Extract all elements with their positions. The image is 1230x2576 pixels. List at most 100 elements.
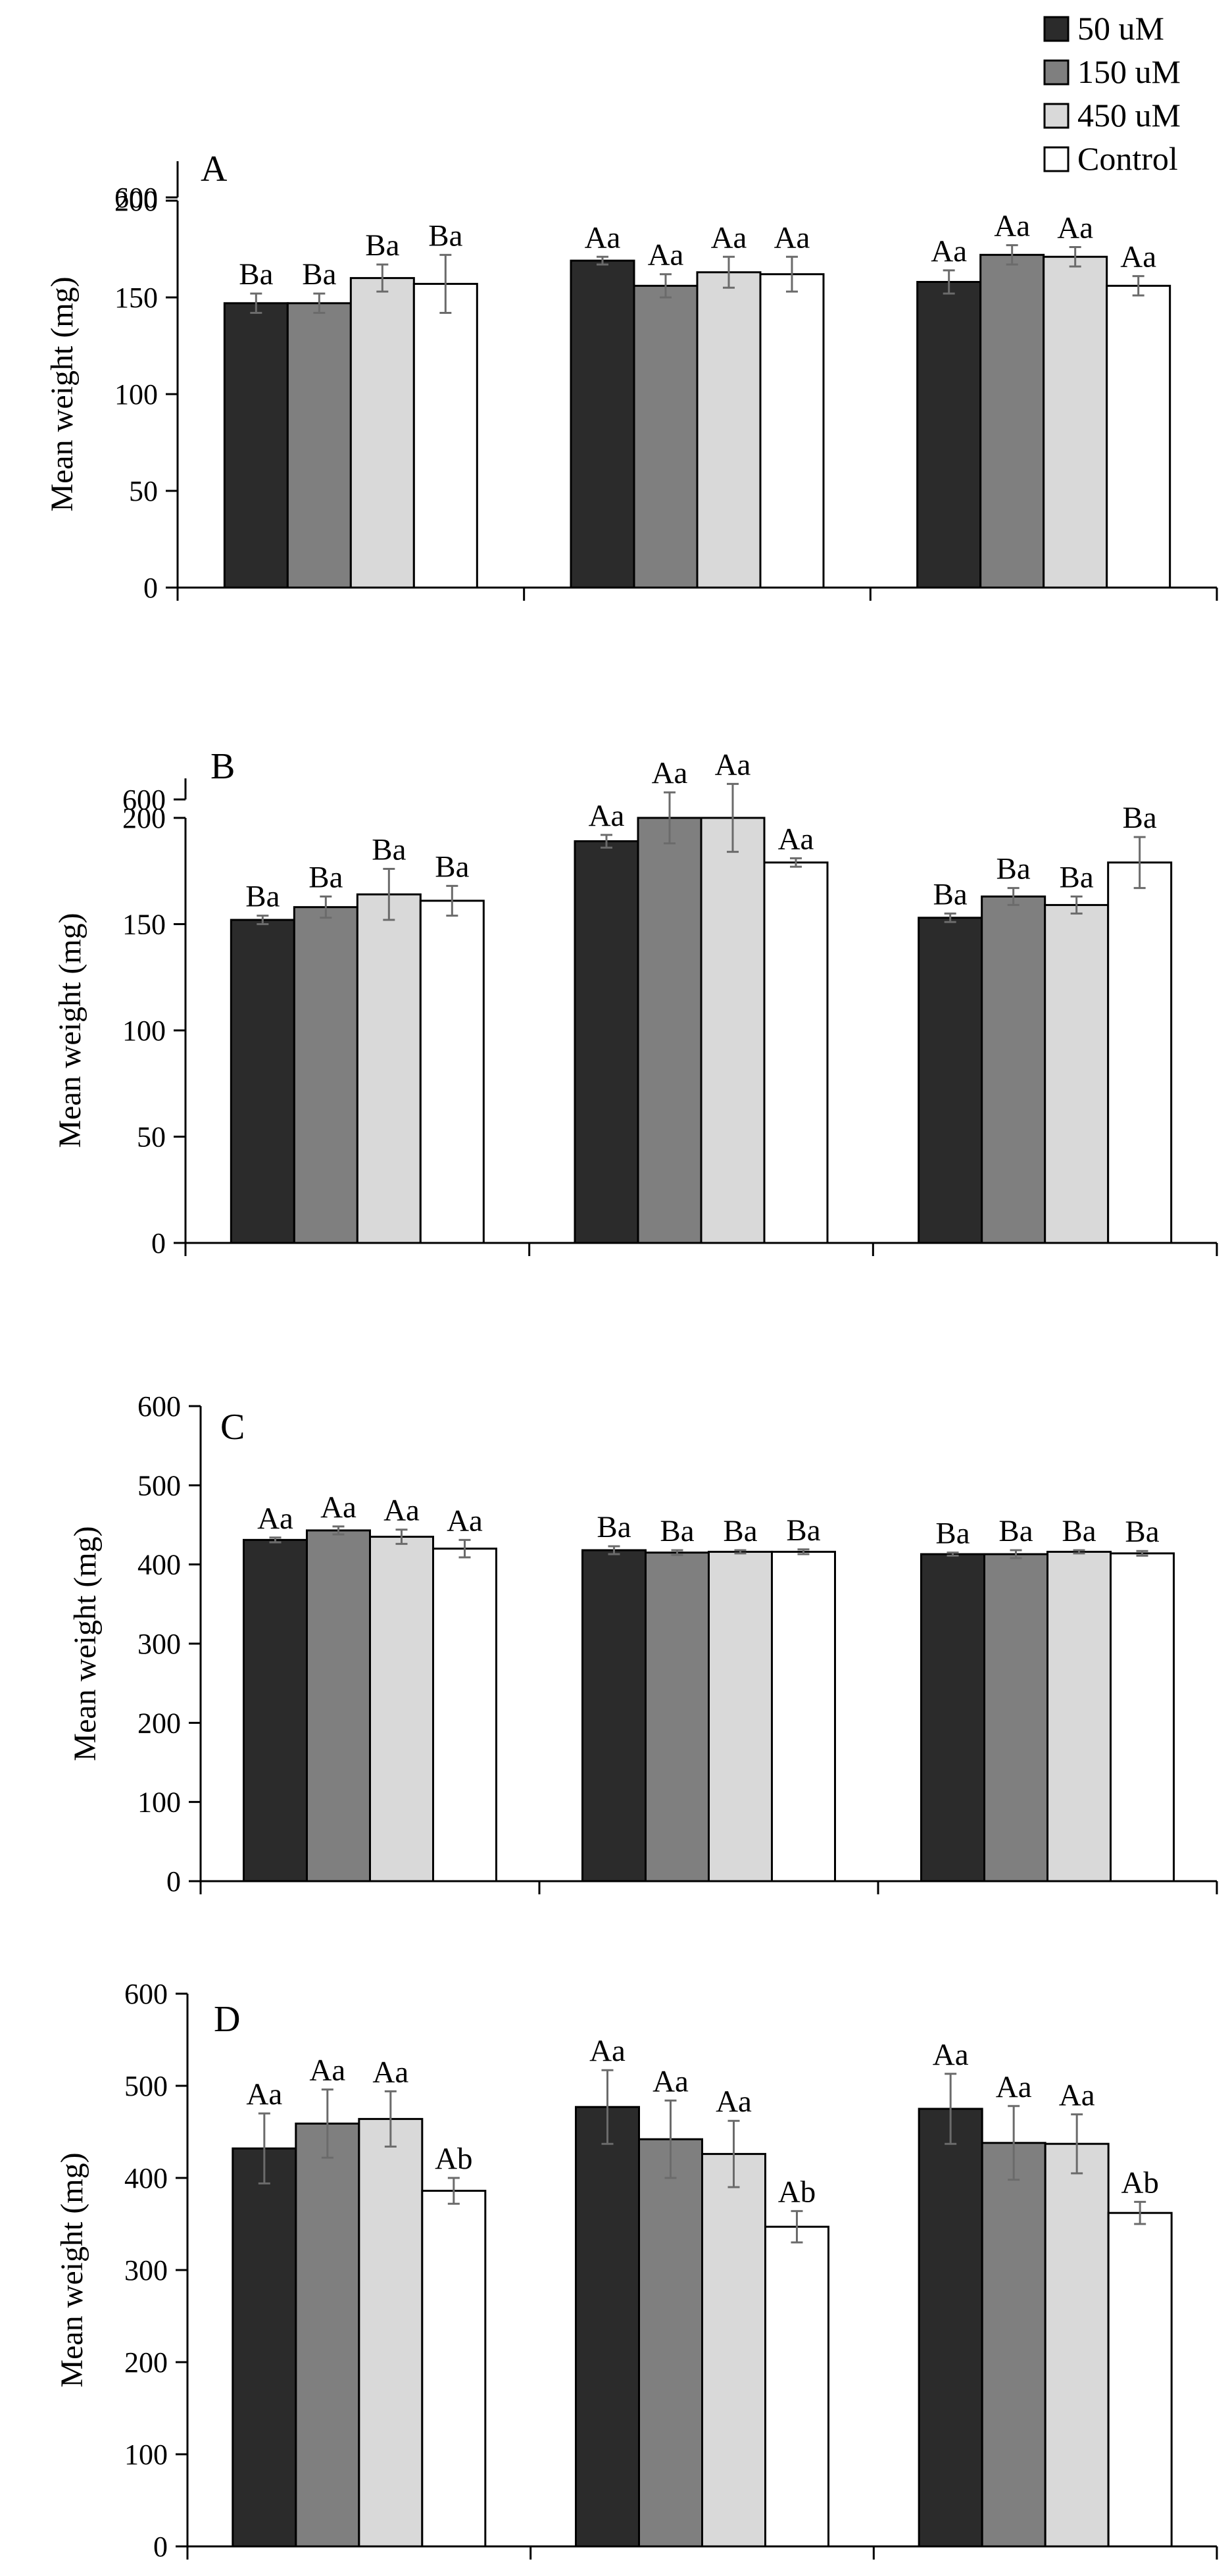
legend-item: Control [1043,140,1178,177]
bar-control-oa-09 [1107,861,1173,1244]
y-tick-label: 400 [137,1549,181,1581]
bar-450-um-oa-02 [358,2117,424,2548]
bar-450-um-oa-05 [708,1550,773,1882]
y-axis-label: Mean weight (mg) [45,276,80,511]
bar-control-oa-02 [432,1548,497,1882]
x-tick-label: OA-05 [656,2568,748,2576]
significance-label: Aa [1120,240,1156,274]
bar-50-um-oa-09 [916,280,982,589]
significance-label: Aa [589,2034,626,2068]
y-tick-label: 50 [137,1121,166,1153]
significance-label: Aa [711,220,747,255]
significance-label: Ba [786,1513,820,1548]
significance-label: Aa [652,2064,689,2098]
bar-150-um-oa-05 [645,1552,710,1882]
significance-label: Ba [1062,1514,1096,1548]
y-tick-label: 300 [124,2254,168,2286]
legend-swatch [1043,59,1070,86]
significance-label: Ab [1121,2165,1158,2200]
bar-150-um-oa-09 [983,1553,1048,1882]
y-tick-label: 50 [129,475,158,507]
significance-label: Ba [660,1514,694,1548]
significance-label: Aa [716,2084,752,2119]
bar-control-oa-02 [419,899,485,1244]
significance-label: Aa [309,2054,345,2088]
bar-50-um-oa-02 [232,2147,297,2548]
significance-label: Aa [257,1502,293,1536]
bar-50-um-oa-02 [223,302,289,589]
panel-label: C [220,1407,245,1448]
significance-label: Ba [245,880,280,914]
significance-label: Ba [308,861,343,895]
significance-label: Ba [302,257,336,291]
significance-label: Aa [383,1494,420,1528]
legend-item: 150 uM [1043,53,1181,90]
legend-label: Control [1077,140,1178,177]
bar-150-um-oa-05 [637,817,702,1244]
bar-50-um-oa-09 [918,2108,983,2548]
significance-label: Aa [774,220,810,255]
y-axis-label: Mean weight (mg) [68,1526,103,1761]
significance-label: Ba [435,849,469,884]
bar-450-um-oa-05 [701,2153,766,2548]
significance-label: Ba [372,833,406,867]
bar-450-um-oa-02 [356,893,422,1244]
chart-panel-b: 600 0 50 100 150 200 Mean weight (mg) B Ba Ba Ba Ba… [53,746,1218,1259]
significance-label: Aa [996,2070,1032,2104]
significance-label: Aa [778,822,814,856]
y-tick-label: 600 [114,182,158,214]
legend-label: 50 uM [1077,10,1164,47]
y-tick-label: 600 [124,1978,168,2010]
bar-control-oa-05 [771,1550,836,1882]
bar-50-um-oa-02 [230,919,295,1244]
significance-label: Aa [933,2038,969,2072]
y-tick-label: 0 [153,2531,168,2563]
significance-label: Ba [428,218,462,253]
y-tick-label: 200 [122,802,166,834]
y-tick-label: 0 [143,572,158,604]
significance-label: Ab [778,2175,816,2209]
significance-label: Aa [1059,2078,1095,2112]
significance-label: Ba [1060,861,1094,895]
significance-label: Aa [652,756,688,790]
y-tick-label: 0 [166,1865,181,1898]
bar-50-um-oa-09 [920,1553,985,1882]
y-tick-label: 100 [137,1786,181,1819]
chart-panel-c: 0 100 200 300 400 500 600 Mean weight (mg) C Aa Aa… [68,1390,1218,1898]
significance-label: Aa [1057,211,1093,245]
significance-label: Aa [994,209,1030,243]
bar-control-oa-09 [1106,284,1171,589]
bar-450-um-oa-05 [696,271,762,589]
bar-450-um-oa-02 [369,1536,434,1882]
chart-panel-a: 600 0 50 100 150 200 Mean weight (mg) A Ba Ba Ba Ba… [45,149,1218,604]
significance-label: Ba [723,1514,757,1548]
bar-control-oa-09 [1107,2211,1173,2548]
bar-150-um-oa-02 [293,906,358,1244]
legend-swatch [1043,16,1070,42]
significance-label: Aa [931,234,967,268]
significance-label: Aa [648,238,684,272]
significance-label: Ba [1125,1515,1159,1549]
bar-150-um-oa-02 [306,1529,371,1882]
bar-50-um-oa-05 [575,2106,640,2548]
bar-150-um-oa-09 [979,253,1045,589]
legend-label: 450 uM [1077,97,1181,134]
panel-label: D [214,1999,240,2040]
legend-swatch [1043,103,1070,129]
bar-450-um-oa-09 [1046,1550,1112,1882]
significance-label: Aa [715,747,751,782]
significance-label: Ab [435,2142,472,2176]
bar-control-oa-05 [763,861,829,1244]
y-tick-label: 100 [114,378,158,411]
y-tick-label: 400 [124,2162,168,2194]
bar-control-oa-05 [764,2225,829,2548]
y-axis-label: Mean weight (mg) [53,913,87,1148]
bar-150-um-oa-09 [981,896,1046,1244]
bar-450-um-oa-05 [700,817,766,1244]
y-tick-label: 300 [137,1628,181,1660]
significance-label: Ba [933,877,968,911]
significance-label: Ba [935,1517,970,1551]
significance-label: Aa [246,2077,282,2111]
bar-150-um-oa-05 [638,2138,703,2548]
significance-label: Ba [239,257,273,291]
